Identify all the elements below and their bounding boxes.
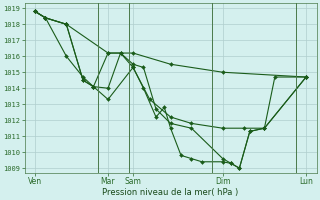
X-axis label: Pression niveau de la mer( hPa ): Pression niveau de la mer( hPa ) — [102, 188, 239, 197]
